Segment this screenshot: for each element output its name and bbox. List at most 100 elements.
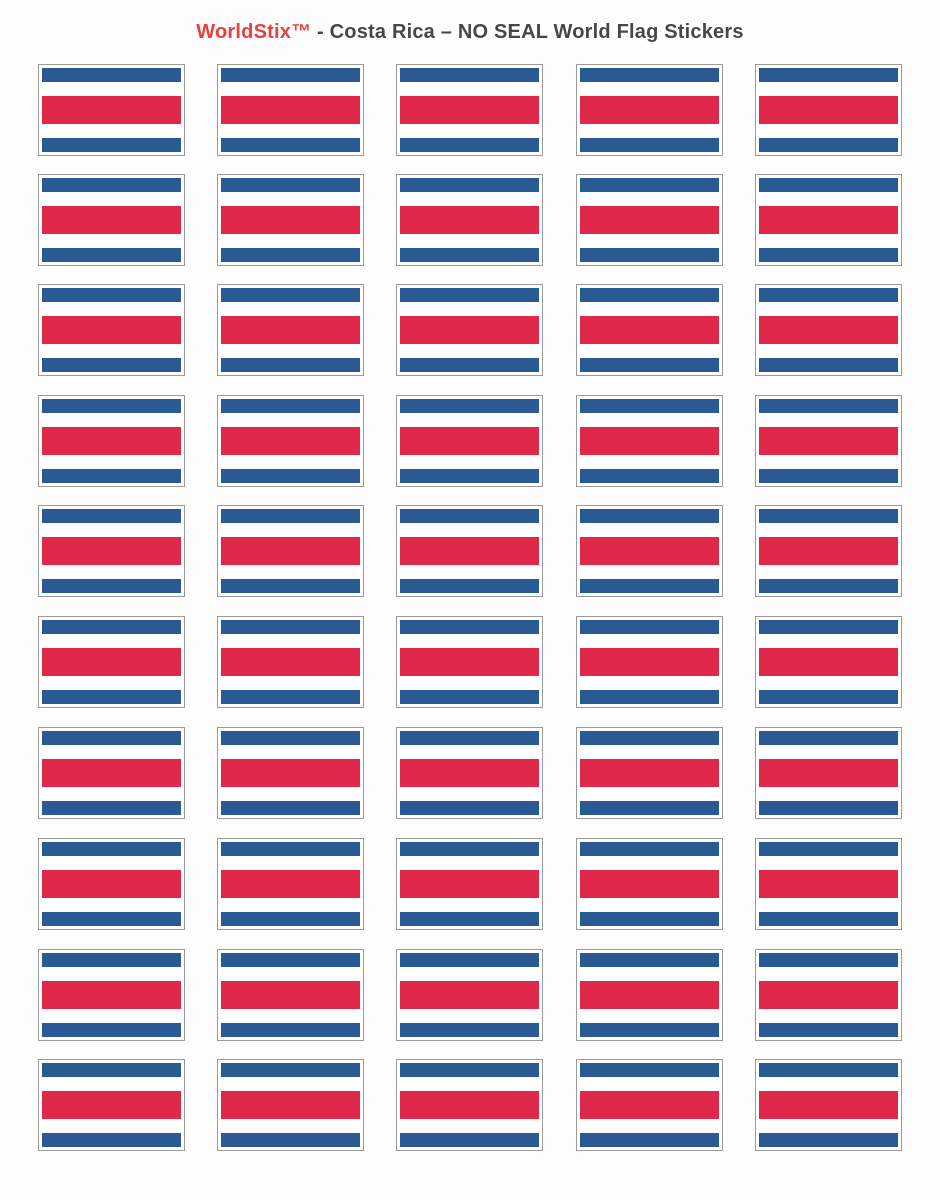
blue-stripe: [400, 953, 539, 967]
flag-sticker: [755, 1059, 902, 1151]
white-stripe: [42, 413, 181, 427]
flag-sticker: [576, 949, 723, 1041]
costa-rica-flag-icon: [400, 288, 539, 372]
red-stripe: [221, 981, 360, 1009]
white-stripe: [221, 634, 360, 648]
red-stripe: [400, 316, 539, 344]
blue-stripe: [42, 509, 181, 523]
costa-rica-flag-icon: [221, 178, 360, 262]
blue-stripe: [221, 469, 360, 483]
red-stripe: [42, 427, 181, 455]
red-stripe: [759, 537, 898, 565]
blue-stripe: [221, 1133, 360, 1147]
red-stripe: [400, 427, 539, 455]
blue-stripe: [580, 731, 719, 745]
blue-stripe: [759, 138, 898, 152]
flag-sticker: [217, 727, 364, 819]
red-stripe: [42, 870, 181, 898]
red-stripe: [580, 96, 719, 124]
flag-sticker: [396, 949, 543, 1041]
costa-rica-flag-icon: [759, 399, 898, 483]
blue-stripe: [221, 68, 360, 82]
flag-sticker: [396, 727, 543, 819]
blue-stripe: [400, 1063, 539, 1077]
costa-rica-flag-icon: [42, 178, 181, 262]
costa-rica-flag-icon: [400, 1063, 539, 1147]
white-stripe: [580, 192, 719, 206]
red-stripe: [400, 537, 539, 565]
red-stripe: [221, 759, 360, 787]
costa-rica-flag-icon: [42, 399, 181, 483]
blue-stripe: [400, 912, 539, 926]
white-stripe: [221, 234, 360, 248]
red-stripe: [42, 206, 181, 234]
costa-rica-flag-icon: [42, 288, 181, 372]
flag-sticker: [217, 838, 364, 930]
costa-rica-flag-icon: [400, 399, 539, 483]
page-title: WorldStix™ - Costa Rica – NO SEAL World …: [0, 21, 940, 44]
flag-sticker: [38, 505, 185, 597]
red-stripe: [42, 96, 181, 124]
blue-stripe: [580, 358, 719, 372]
blue-stripe: [400, 358, 539, 372]
white-stripe: [42, 302, 181, 316]
red-stripe: [221, 316, 360, 344]
blue-stripe: [400, 579, 539, 593]
blue-stripe: [221, 912, 360, 926]
white-stripe: [221, 1077, 360, 1091]
white-stripe: [42, 967, 181, 981]
blue-stripe: [580, 620, 719, 634]
blue-stripe: [400, 1133, 539, 1147]
red-stripe: [759, 316, 898, 344]
red-stripe: [221, 96, 360, 124]
white-stripe: [759, 634, 898, 648]
flag-sticker: [576, 616, 723, 708]
flag-sticker: [396, 395, 543, 487]
blue-stripe: [580, 953, 719, 967]
white-stripe: [400, 1077, 539, 1091]
white-stripe: [400, 124, 539, 138]
blue-stripe: [42, 842, 181, 856]
costa-rica-flag-icon: [221, 399, 360, 483]
blue-stripe: [42, 579, 181, 593]
white-stripe: [400, 192, 539, 206]
white-stripe: [759, 455, 898, 469]
blue-stripe: [42, 358, 181, 372]
white-stripe: [400, 898, 539, 912]
red-stripe: [42, 316, 181, 344]
blue-stripe: [400, 469, 539, 483]
costa-rica-flag-icon: [400, 68, 539, 152]
white-stripe: [42, 856, 181, 870]
white-stripe: [221, 413, 360, 427]
red-stripe: [580, 1091, 719, 1119]
red-stripe: [759, 870, 898, 898]
white-stripe: [580, 1009, 719, 1023]
flag-sticker: [576, 727, 723, 819]
costa-rica-flag-icon: [580, 620, 719, 704]
blue-stripe: [42, 248, 181, 262]
blue-stripe: [759, 469, 898, 483]
costa-rica-flag-icon: [759, 953, 898, 1037]
flag-sticker: [576, 64, 723, 156]
blue-stripe: [400, 68, 539, 82]
flag-sticker: [217, 1059, 364, 1151]
red-stripe: [221, 427, 360, 455]
blue-stripe: [221, 1063, 360, 1077]
costa-rica-flag-icon: [221, 68, 360, 152]
blue-stripe: [400, 690, 539, 704]
red-stripe: [580, 316, 719, 344]
brand-name: WorldStix™: [196, 21, 312, 43]
blue-stripe: [580, 399, 719, 413]
blue-stripe: [580, 842, 719, 856]
flag-sticker: [38, 174, 185, 266]
flag-sticker: [396, 64, 543, 156]
blue-stripe: [42, 138, 181, 152]
blue-stripe: [400, 1023, 539, 1037]
white-stripe: [580, 745, 719, 759]
blue-stripe: [759, 842, 898, 856]
blue-stripe: [759, 68, 898, 82]
costa-rica-flag-icon: [221, 1063, 360, 1147]
white-stripe: [221, 1009, 360, 1023]
white-stripe: [400, 787, 539, 801]
flag-sticker: [576, 1059, 723, 1151]
